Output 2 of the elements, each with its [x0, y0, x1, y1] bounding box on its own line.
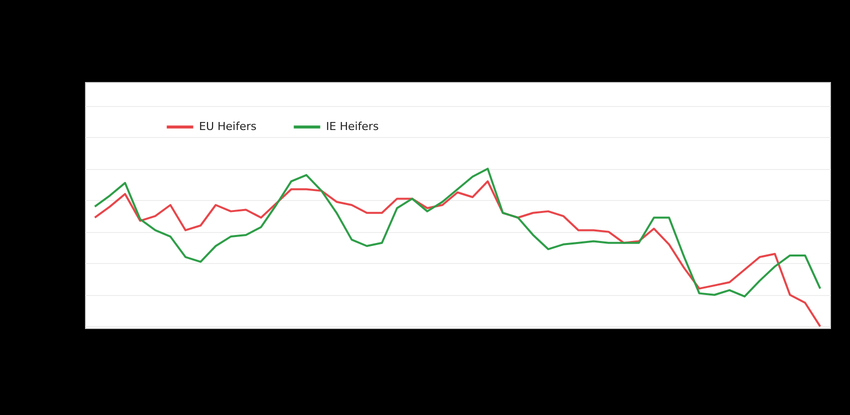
- legend-label: IE Heifers: [326, 120, 379, 133]
- legend-label: EU Heifers: [199, 120, 257, 133]
